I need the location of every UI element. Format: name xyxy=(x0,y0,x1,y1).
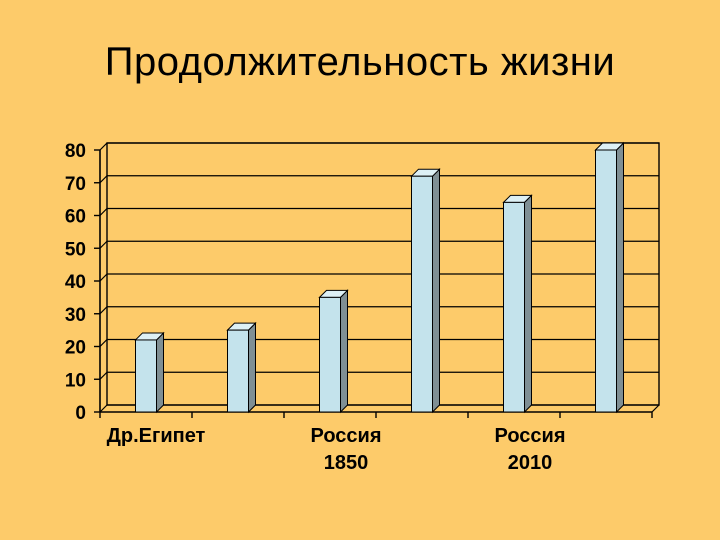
y-tick-label: 50 xyxy=(65,239,86,260)
grid-diagonal xyxy=(99,208,108,216)
bar-side xyxy=(340,289,348,414)
x-category-label-line: Россия xyxy=(310,425,381,447)
y-tick-label: 40 xyxy=(65,272,86,293)
bar-side xyxy=(248,321,256,414)
grid-diagonal xyxy=(99,371,108,380)
y-tick-label: 70 xyxy=(65,174,86,195)
x-category-label-line: Др.Египет xyxy=(107,425,206,447)
bar-side xyxy=(432,167,440,414)
bar-side xyxy=(156,331,164,414)
y-tick-label: 10 xyxy=(65,370,86,391)
floor-edge xyxy=(651,404,660,413)
grid-diagonal xyxy=(99,273,108,282)
bar xyxy=(135,339,157,413)
grid-diagonal xyxy=(99,306,108,315)
grid-diagonal xyxy=(99,240,108,249)
x-category-label: Россия 1850 xyxy=(310,425,381,474)
x-category-label: Др.Египет xyxy=(107,425,206,447)
grid-diagonal xyxy=(99,404,108,413)
x-category-label-line: 2010 xyxy=(508,452,553,474)
bar xyxy=(319,296,341,413)
bar xyxy=(595,149,617,413)
bar-side xyxy=(616,141,624,414)
y-tick-label: 30 xyxy=(65,305,86,326)
y-tick-label: 60 xyxy=(65,207,86,228)
y-tick-label: 80 xyxy=(65,141,86,162)
x-category-label-line: 1850 xyxy=(324,452,369,474)
x-category-label: Россия 2010 xyxy=(494,425,565,474)
x-category-label-line: Россия xyxy=(494,425,565,447)
grid-diagonal xyxy=(99,339,108,347)
y-tick-label: 20 xyxy=(65,338,86,359)
grid-diagonal xyxy=(99,175,108,184)
slide-title: Продолжительность жизни xyxy=(104,40,616,84)
grid-diagonal xyxy=(99,142,108,151)
bar xyxy=(503,201,525,413)
bar xyxy=(227,329,249,413)
bar-side xyxy=(524,194,532,414)
bar xyxy=(411,175,433,413)
y-tick-label: 0 xyxy=(75,403,86,424)
